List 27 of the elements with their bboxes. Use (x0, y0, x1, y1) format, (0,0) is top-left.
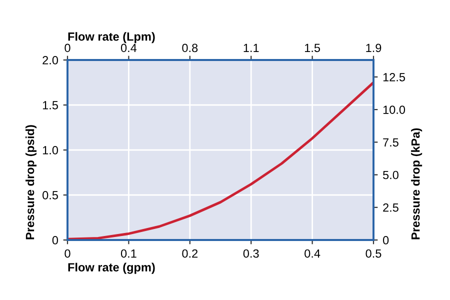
y-tick-label: 1.0 (42, 146, 58, 154)
y2-tick-label: 12.5 (383, 72, 406, 82)
x2-tick-label: 1.5 (304, 44, 320, 52)
y2-tick-label: 7.5 (383, 138, 398, 147)
y-tick-label: 2.0 (42, 56, 58, 64)
x-axis-title: Flow rate (gpm) (68, 262, 155, 274)
y2-axis-title: Pressure drop (kPa) (411, 128, 422, 240)
y-tick-label: 0.5 (42, 191, 58, 200)
y2-tick-label: 5.0 (383, 170, 398, 180)
y-tick-label: 1.5 (42, 101, 58, 110)
y2-tick-label: 10.0 (383, 106, 406, 114)
y-axis-title: Pressure drop (psid) (26, 125, 37, 240)
x2-tick-label: 1.1 (244, 44, 259, 52)
x-tick-label: 0.5 (366, 249, 382, 258)
x2-axis-title: Flow rate (Lpm) (68, 32, 155, 44)
x-tick-label: 0.2 (182, 249, 198, 258)
x-tick-label: 0.4 (304, 249, 320, 258)
x2-tick-label: 0 (64, 44, 70, 52)
y2-tick-label: 2.5 (383, 203, 398, 212)
x2-tick-label: 0.8 (182, 44, 198, 52)
y-tick-label: 0 (52, 236, 58, 244)
x-tick-label: 0.3 (243, 249, 259, 258)
x2-tick-label: 1.9 (366, 44, 382, 52)
y2-tick-label: 0 (382, 236, 389, 244)
x-tick-label: 0 (64, 249, 70, 258)
x2-tick-label: 0.4 (120, 44, 137, 52)
x-tick-label: 0.1 (120, 249, 136, 258)
